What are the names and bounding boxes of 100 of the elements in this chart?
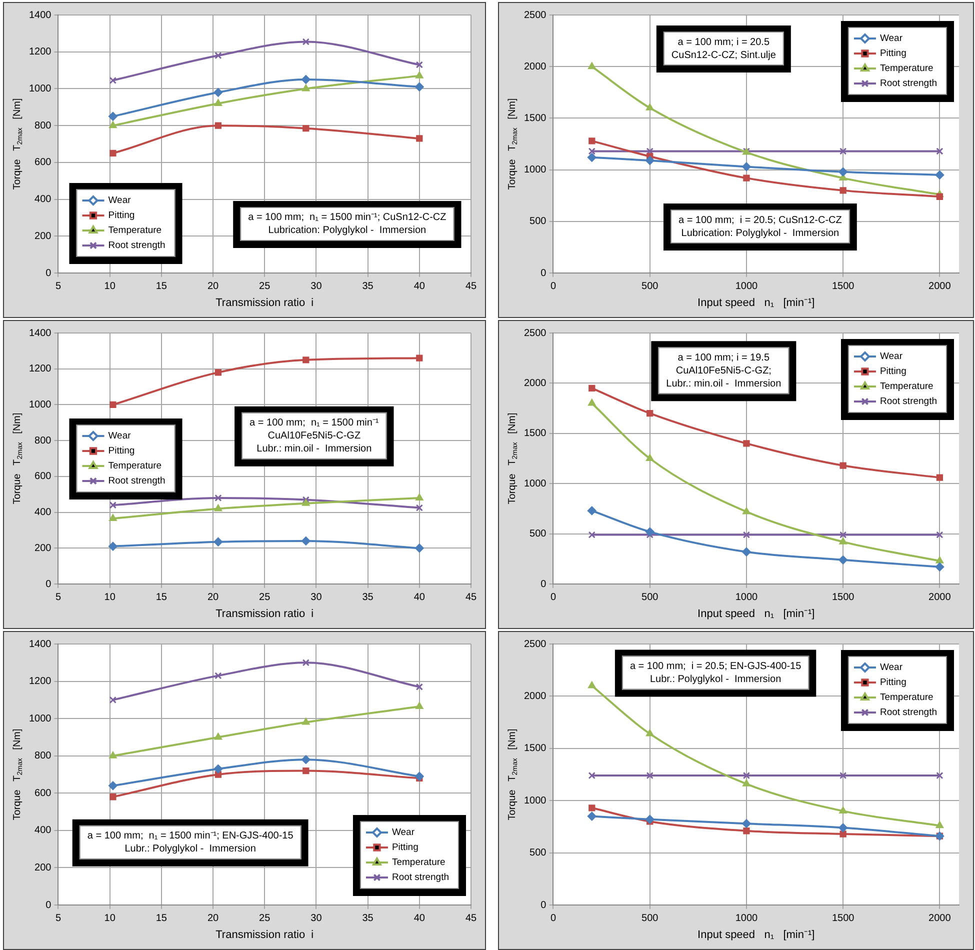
x-tick-label: 1000 [735, 280, 758, 292]
y-tick-label: 800 [34, 750, 52, 762]
y-tick-label: 2500 [524, 638, 547, 650]
x-tick-label: 45 [465, 912, 477, 924]
x-axis-title: Input speed n₁ [min⁻¹] [698, 297, 815, 310]
legend-label: Wear [880, 33, 902, 44]
x-tick-label: 1000 [735, 592, 758, 603]
x-tick-label: 10 [104, 912, 116, 924]
x-tick-label: 35 [362, 912, 374, 924]
x-axis-title: Input speed n₁ [min⁻¹] [698, 929, 815, 942]
annotation: a = 100 mm; i = 20.5 CuSn12-C-CZ; Sint.ulje [671, 36, 776, 61]
legend-label: Pitting [392, 842, 418, 854]
x-tick-label: 1000 [735, 912, 758, 924]
x-tick-label: 25 [259, 280, 271, 292]
y-tick-label: 600 [34, 471, 52, 482]
x-tick-label: 0 [550, 592, 556, 603]
y-tick-label: 200 [34, 542, 52, 554]
y-tick-label: 2000 [524, 690, 547, 702]
annotation: a = 100 mm; n₁ = 1500 min⁻¹ CuAl10Fe5Ni5-C-GZ Lubr.: min.oil - Immersion [250, 418, 380, 455]
annotation: a = 100 mm; i = 20.5; CuSn12-C-CZ Lubrication: Polyglykol - Immersion [678, 214, 842, 239]
y-tick-label: 800 [34, 120, 52, 132]
x-tick-label: 2000 [928, 912, 952, 924]
x-tick-label: 20 [207, 912, 220, 924]
legend-label: Root strength [880, 707, 938, 718]
x-tick-label: 40 [414, 592, 426, 603]
x-tick-label: 40 [414, 912, 426, 924]
x-tick-label: 40 [414, 280, 426, 292]
y-tick-label: 1000 [28, 399, 52, 410]
legend-label: Temperature [108, 225, 162, 236]
x-tick-label: 1500 [832, 912, 855, 924]
legend-label: Temperature [880, 692, 934, 704]
y-tick-label: 500 [530, 216, 547, 228]
y-tick-label: 1200 [28, 46, 52, 58]
legend-label: Wear [392, 827, 414, 838]
y-tick-label: 1000 [524, 478, 547, 490]
x-axis-title: Transmission ratio i [216, 608, 314, 620]
annotation: a = 100 mm; i = 20.5; EN-GJS-400-15 Lubr.: Polyglykol - Immersion [630, 660, 802, 685]
x-tick-label: 30 [310, 912, 322, 924]
y-tick-label: 400 [34, 825, 52, 836]
y-tick-label: 1500 [524, 112, 547, 124]
x-tick-label: 20 [207, 280, 220, 292]
y-tick-label: 600 [34, 157, 52, 168]
legend-label: Wear [108, 430, 131, 442]
legend-label: Pitting [880, 366, 906, 378]
legend-label: Temperature [392, 857, 446, 868]
legend-label: Wear [880, 662, 902, 674]
x-tick-label: 10 [104, 592, 116, 603]
x-tick-label: 15 [156, 592, 168, 603]
x-tick-label: 500 [642, 912, 659, 924]
legend-label: Temperature [880, 381, 934, 392]
y-tick-label: 400 [34, 507, 52, 518]
y-tick-label: 1200 [28, 676, 52, 688]
y-tick-label: 500 [530, 528, 547, 540]
x-tick-label: 500 [642, 592, 659, 603]
legend-label: Pitting [108, 446, 135, 457]
y-tick-label: 1500 [524, 743, 547, 754]
x-tick-label: 500 [642, 280, 659, 292]
y-tick-label: 0 [46, 900, 52, 911]
y-tick-label: 2000 [524, 378, 547, 389]
x-tick-label: 10 [104, 280, 116, 292]
legend-label: Root strength [108, 240, 166, 252]
y-tick-label: 1000 [524, 795, 547, 806]
legend-label: Root strength [108, 476, 166, 487]
y-tick-label: 400 [34, 194, 52, 206]
y-tick-label: 600 [34, 788, 52, 799]
x-tick-label: 30 [310, 280, 322, 292]
x-tick-label: 5 [55, 592, 62, 603]
x-axis-title: Input speed n₁ [min⁻¹] [698, 608, 815, 620]
y-tick-label: 200 [34, 230, 52, 242]
x-tick-label: 0 [550, 280, 556, 292]
x-tick-label: 20 [207, 592, 220, 603]
y-tick-label: 500 [530, 848, 547, 859]
x-tick-label: 35 [362, 280, 374, 292]
y-tick-label: 800 [34, 435, 52, 446]
y-tick-label: 1400 [28, 638, 52, 650]
legend-label: Root strength [392, 872, 450, 884]
x-tick-label: 2000 [928, 592, 952, 603]
annotation: a = 100 mm; n₁ = 1500 min⁻¹; CuSn12-C-CZ Lubrication: Polyglykol - Immersion [248, 212, 446, 236]
x-tick-label: 35 [362, 592, 374, 603]
legend-label: Root strength [880, 396, 938, 408]
legend-label: Temperature [880, 63, 934, 74]
x-tick-label: 45 [465, 592, 477, 603]
x-tick-label: 1500 [832, 592, 855, 603]
legend-label: Wear [880, 351, 902, 362]
x-tick-label: 5 [55, 912, 62, 924]
x-tick-label: 2000 [928, 280, 952, 292]
y-tick-label: 0 [540, 900, 547, 911]
legend-label: Pitting [880, 48, 906, 60]
y-tick-label: 200 [34, 862, 52, 874]
y-tick-label: 1000 [524, 164, 547, 176]
legend-label: Wear [108, 195, 131, 206]
x-axis-title: Transmission ratio i [216, 929, 314, 942]
legend-label: Root strength [880, 78, 938, 90]
y-tick-label: 1500 [524, 428, 547, 440]
annotation: a = 100 mm; n₁ = 1500 min⁻¹; EN-GJS-400-15 Lubr.: Polyglykol - Immersion [87, 830, 294, 855]
annotation: a = 100 mm; i = 19.5 CuAl10Fe5Ni5-C-GZ; Lubr.: min.oil - Immersion [666, 352, 782, 390]
x-tick-label: 25 [259, 592, 271, 603]
y-tick-label: 1400 [28, 328, 52, 339]
x-tick-label: 15 [156, 912, 168, 924]
x-tick-label: 1500 [832, 280, 855, 292]
